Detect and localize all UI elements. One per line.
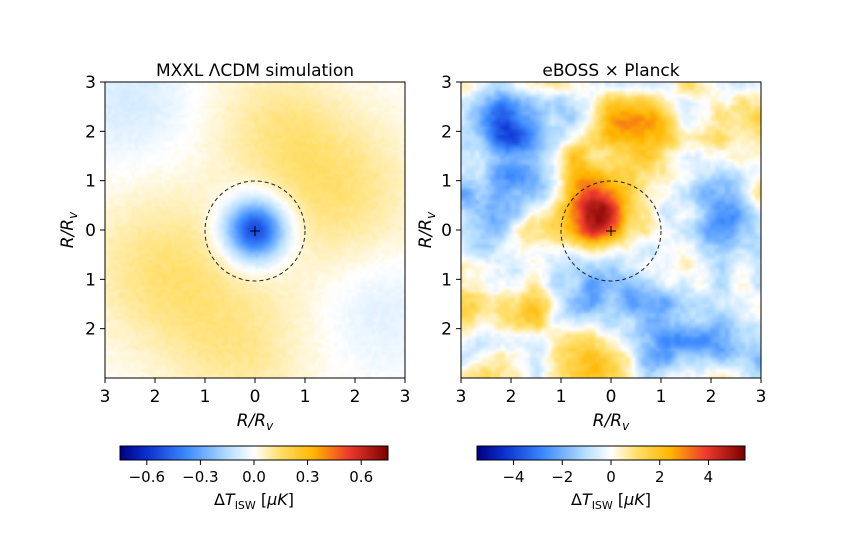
void-center-marker-right [606,226,616,236]
colorbar-right-label: ΔTISW [μK] [571,490,651,512]
void-radius-circle-right [560,180,662,282]
colorbar-tick-label: 0.3 [296,468,320,486]
colorbar-right-ticks: −4 −2 0 2 4 [502,460,713,486]
colorbar-tick-label: −2 [551,468,573,486]
y-tick-label: 0 [85,221,96,241]
x-axis-ticks-right: 3 2 1 0 1 2 3 [456,378,767,407]
colorbar-tick-label: −0.3 [182,468,218,486]
colorbar-tick-label: −0.6 [129,468,165,486]
panel-right-title: eBOSS × Planck [542,61,679,81]
colorbar-left-label: ΔTISW [μK] [214,490,294,512]
x-tick-label: 1 [300,387,311,407]
x-tick-label: 0 [606,387,617,407]
y-tick-label: 1 [441,270,452,290]
y-tick-label: 3 [441,73,452,93]
y-tick-label: 1 [85,172,96,192]
x-tick-label: 2 [706,387,717,407]
x-axis-label-left: R/Rv [237,411,274,433]
x-axis-ticks-left: 3 2 1 0 1 2 3 [100,378,411,407]
colorbar-tick-label: 0 [606,468,616,486]
y-axis-label-right: R/Rv [416,211,438,248]
y-tick-label: 2 [441,320,452,340]
y-tick-label: 2 [85,122,96,142]
y-axis-label-left: R/Rv [58,211,80,248]
x-tick-label: 3 [456,387,467,407]
panel-left: MXXL ΛCDM simulation 3 2 1 0 1 2 3 3 2 1 0 1 2 R/Rv… [58,61,410,433]
x-tick-label: 2 [150,387,161,407]
y-tick-label: 1 [441,172,452,192]
y-tick-label: 3 [85,73,96,93]
y-tick-label: 2 [441,122,452,142]
x-tick-label: 3 [400,387,411,407]
colorbar-tick-label: 0.0 [242,468,266,486]
colorbar-tick-label: −4 [502,468,524,486]
void-center-marker-left [250,226,260,236]
x-tick-label: 3 [756,387,767,407]
colorbar-tick-label: 0.6 [349,468,373,486]
y-axis-ticks-right: 3 2 1 0 1 2 [441,73,461,340]
colorbar-tick-label: 2 [655,468,665,486]
colorbar-right-gradient [476,445,746,461]
x-tick-label: 1 [200,387,211,407]
x-tick-label: 0 [250,387,261,407]
y-tick-label: 1 [85,270,96,290]
panel-left-title: MXXL ΛCDM simulation [156,61,354,81]
colorbar-right: −4 −2 0 2 4 ΔTISW [μK] [476,445,746,512]
x-tick-label: 1 [656,387,667,407]
x-tick-label: 3 [100,387,111,407]
panel-right: eBOSS × Planck 3 2 1 0 1 2 3 3 2 1 0 1 2 R/Rv R/Rv [416,61,766,433]
colorbar-left-gradient [119,445,389,461]
y-axis-ticks-left: 3 2 1 0 1 2 [85,73,105,340]
x-tick-label: 1 [556,387,567,407]
colorbar-tick-label: 4 [704,468,714,486]
x-axis-label-right: R/Rv [593,411,630,433]
x-tick-label: 2 [350,387,361,407]
void-radius-circle-left [204,180,306,282]
x-tick-label: 2 [506,387,517,407]
colorbar-left-ticks: −0.6 −0.3 0.0 0.3 0.6 [129,460,373,486]
y-tick-label: 0 [441,221,452,241]
colorbar-left: −0.6 −0.3 0.0 0.3 0.6 ΔTISW [μK] [119,445,389,512]
y-tick-label: 2 [85,320,96,340]
